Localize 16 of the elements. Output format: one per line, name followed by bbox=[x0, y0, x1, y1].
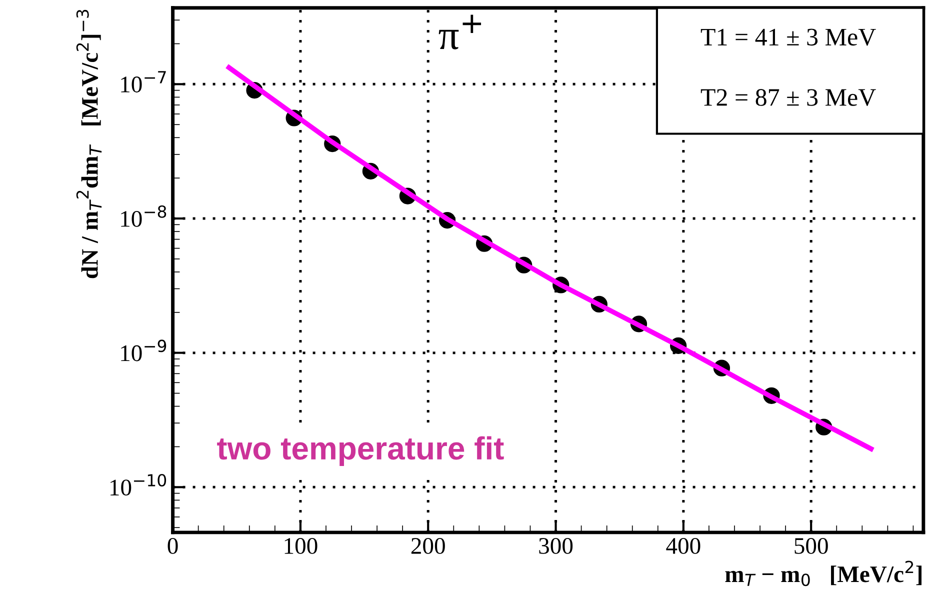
annotation: T1 = 41 ± 3 MeV bbox=[700, 28, 876, 46]
x-tick-label: 300 bbox=[539, 538, 573, 554]
x-tick-label: 400 bbox=[666, 538, 700, 554]
x-tick-label: 200 bbox=[411, 538, 445, 554]
x-tick-label: 500 bbox=[794, 538, 828, 554]
x-tick-label: 100 bbox=[284, 538, 318, 554]
annotation: two temperature fit bbox=[217, 436, 504, 466]
y-tick-label: 10$^{−9}$ bbox=[121, 340, 166, 362]
y-tick-label: 10$^{−10}$ bbox=[110, 474, 166, 496]
x-tick-label: 0 bbox=[168, 538, 178, 554]
annotation: π$^{+}$ bbox=[438, 14, 482, 50]
y-tick-label: 10$^{−8}$ bbox=[121, 205, 166, 227]
text: m$_{T}$ − m$_{0}$ [MeV/c$^{2}$] bbox=[725, 560, 922, 586]
y-tick-label: 10$^{−7}$ bbox=[121, 71, 166, 92]
text: dN / m$_{T}$$^{2}$dm$_{T}$ [MeV/c$^{2}$]$^{−3}$ bbox=[76, 10, 102, 278]
annotation: T2 = 87 ± 3 MeV bbox=[700, 89, 876, 106]
